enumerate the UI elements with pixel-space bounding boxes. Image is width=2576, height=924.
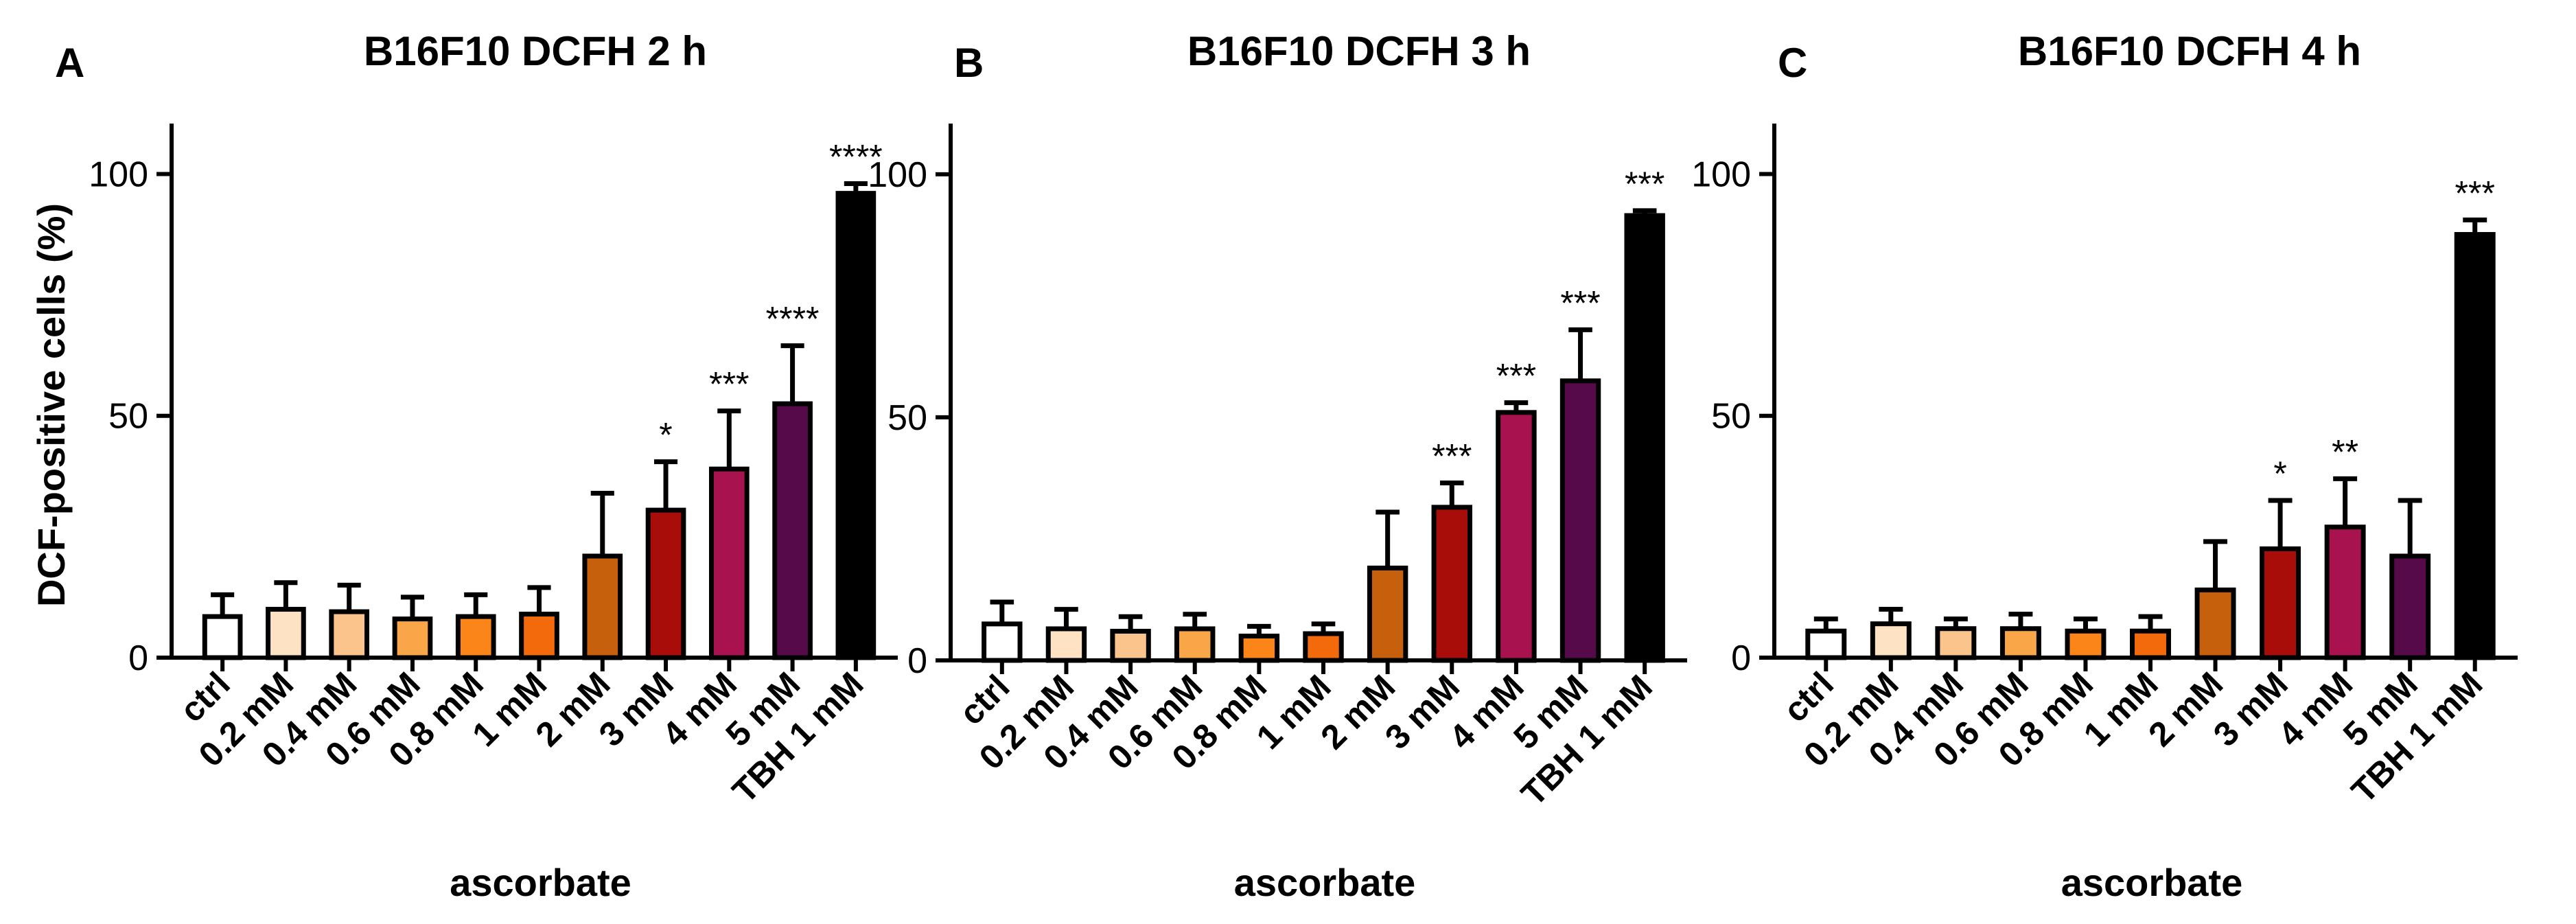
bar-tbh-1-mm [835, 191, 877, 660]
bar-5-mm [1559, 378, 1601, 663]
bar-tbh-1-mm [2454, 232, 2496, 660]
panel-letter: A [55, 40, 84, 86]
bar-2-mm [582, 553, 623, 660]
significance-label: **** [829, 138, 883, 176]
x-tick-label: 4 mM [2271, 665, 2360, 754]
y-tick-label: 100 [89, 154, 148, 194]
y-tick-label: 0 [1731, 638, 1751, 678]
significance-label: *** [1560, 284, 1600, 322]
significance-label: *** [2455, 174, 2495, 212]
y-tick-label: 100 [1691, 154, 1751, 194]
bar-ctrl [1805, 628, 1847, 660]
bar-2-mm [2194, 587, 2236, 660]
x-axis-label: ascorbate [2061, 861, 2243, 904]
x-tick-label: 2 mM [529, 665, 618, 754]
x-tick-label: 2 mM [1313, 667, 1402, 756]
bar-1-mm [519, 612, 559, 660]
bar-0-4-mm [1110, 629, 1151, 663]
x-tick-label: 4 mM [1442, 667, 1531, 756]
bar-ctrl [982, 621, 1023, 663]
significance-label: *** [1496, 357, 1536, 395]
bar-0-4-mm [329, 609, 370, 660]
bar-0-2-mm [1045, 626, 1087, 663]
significance-label: *** [1432, 437, 1472, 476]
y-tick-label: 100 [868, 155, 927, 195]
bar-3-mm [1431, 505, 1472, 663]
bar-0-8-mm [2065, 628, 2107, 660]
bar-0-6-mm [392, 616, 433, 660]
bar-3-mm [2260, 546, 2301, 660]
panel-letter: C [1778, 40, 1807, 86]
y-tick-label: 0 [128, 638, 148, 678]
y-tick-label: 50 [1711, 397, 1751, 437]
bar-1-mm [1303, 631, 1344, 663]
significance-label: *** [709, 365, 749, 404]
x-tick-label: 3 mM [1378, 667, 1467, 756]
significance-label: * [2273, 454, 2286, 493]
bar-3-mm [645, 507, 686, 660]
bar-0-6-mm [1174, 626, 1216, 663]
y-tick-label: 0 [907, 641, 927, 681]
shared-y-axis-label: DCF-positive cells (%) [30, 203, 73, 607]
panel-letter: B [954, 40, 984, 86]
bar-0-6-mm [1999, 626, 2041, 660]
x-tick-label: 1 mM [1249, 667, 1338, 756]
significance-label: *** [1625, 165, 1664, 203]
bar-5-mm [772, 401, 813, 660]
bar-0-2-mm [266, 607, 306, 660]
bar-ctrl [202, 614, 243, 660]
y-tick-label: 50 [887, 398, 927, 438]
significance-label: * [659, 416, 672, 454]
x-tick-label: 1 mM [465, 665, 554, 754]
x-tick-label: 1 mM [2076, 665, 2166, 754]
bar-4-mm [2324, 524, 2366, 660]
x-tick-label: 3 mM [2206, 665, 2295, 754]
y-tick-label: 50 [108, 397, 148, 437]
x-tick-label: 3 mM [592, 665, 681, 754]
bar-0-8-mm [455, 614, 496, 660]
significance-label: **** [766, 300, 820, 338]
x-tick-label: 2 mM [2141, 665, 2230, 754]
bar-0-2-mm [1870, 621, 1912, 660]
chart-title: B16F10 DCFH 3 h [1187, 28, 1531, 74]
bar-5-mm [2389, 553, 2431, 660]
x-tick-label: 4 mM [655, 665, 744, 754]
bar-4-mm [1496, 410, 1537, 663]
chart-title: B16F10 DCFH 2 h [364, 28, 707, 74]
x-axis-label: ascorbate [1234, 861, 1416, 904]
bar-4-mm [708, 466, 750, 660]
significance-label: ** [2332, 432, 2358, 471]
bar-0-4-mm [1935, 626, 1977, 660]
bar-0-8-mm [1238, 634, 1280, 663]
chart-title: B16F10 DCFH 4 h [2018, 28, 2361, 74]
bar-2-mm [1367, 565, 1408, 663]
x-axis-label: ascorbate [450, 861, 631, 904]
bar-tbh-1-mm [1624, 213, 1665, 663]
bar-1-mm [2130, 628, 2171, 660]
